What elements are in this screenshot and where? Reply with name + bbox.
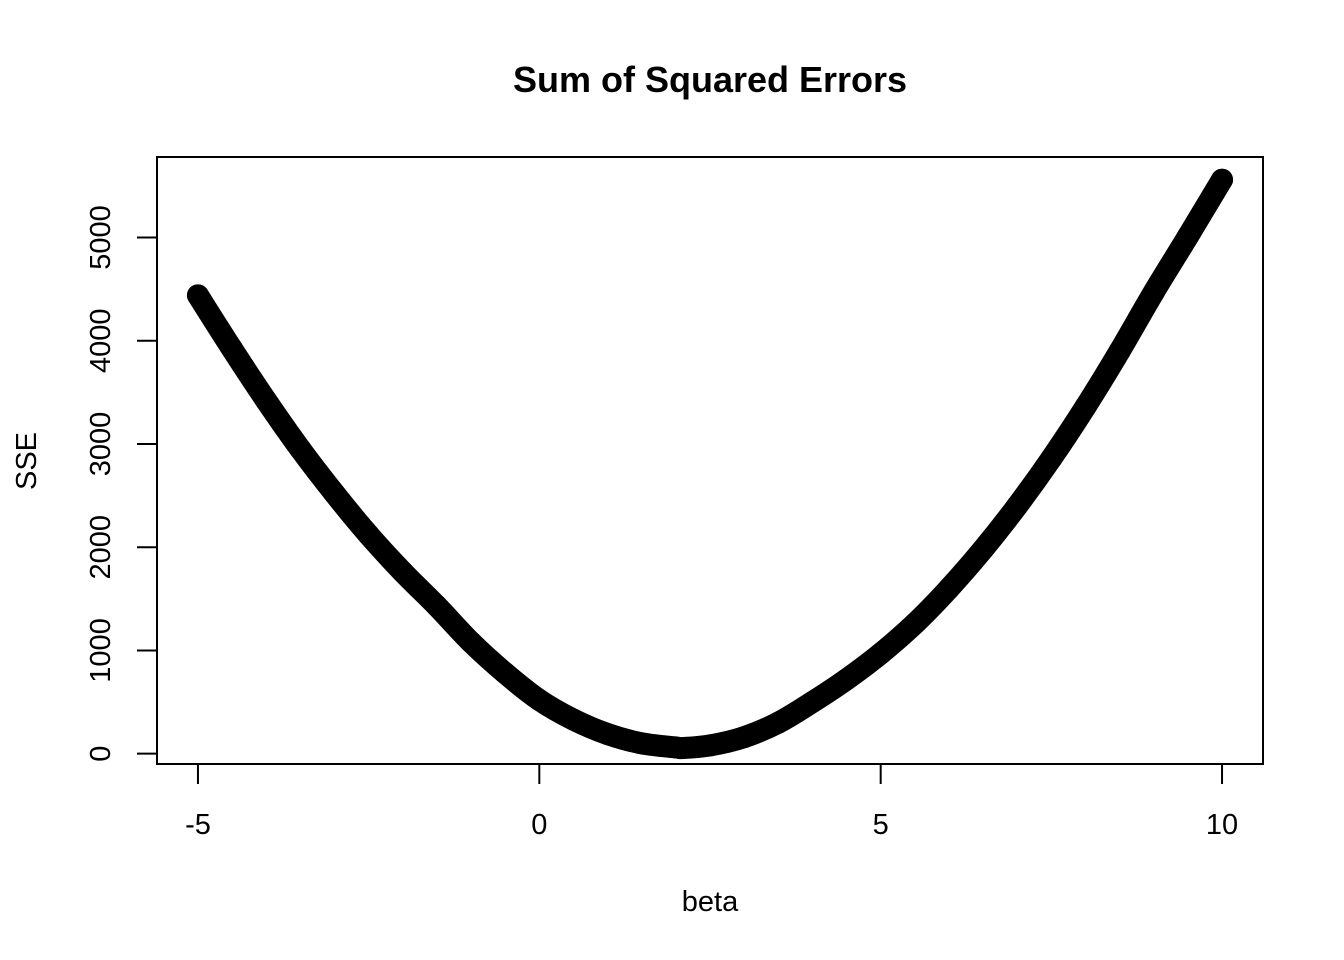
y-axis: 0 1000 2000 3000 4000 5000 [85,205,158,762]
y-tick-label: 5000 [85,205,117,270]
data-point [733,726,756,749]
y-tick-label: 2000 [85,515,117,580]
data-point [528,688,551,711]
data-point [596,723,619,746]
y-tick-label: 4000 [85,308,117,373]
x-tick-label: 0 [531,809,547,841]
data-point [289,438,312,461]
data-point [425,595,448,618]
data-point [186,284,209,307]
y-tick-label: 3000 [85,412,117,477]
x-tick-label: 5 [873,809,889,841]
data-point [391,560,414,583]
data-point [323,482,346,505]
data-point [1108,340,1131,363]
data-point [1074,395,1097,418]
data-point [221,338,244,361]
plot-frame [156,156,1264,765]
data-point [835,668,858,691]
series-layer [186,168,1234,760]
data-point [1006,494,1029,517]
x-axis-label: beta [682,886,739,918]
y-tick-label: 1000 [85,618,117,683]
y-axis-label: SSE [11,432,43,490]
x-axis: -5 0 5 10 [185,763,1238,841]
data-point [903,612,926,635]
data-point [460,631,483,654]
data-point [767,711,790,734]
data-point [357,523,380,546]
data-point [630,732,653,755]
data-point [972,538,995,561]
x-tick-label: -5 [185,809,211,841]
data-point [801,691,824,714]
data-point [1142,281,1165,304]
y-tick-label: 0 [85,746,117,762]
data-point [562,708,585,731]
data-point [937,577,960,600]
data-point [1211,168,1234,191]
x-tick-label: 10 [1206,809,1238,841]
data-point [494,662,517,685]
data-point [869,642,892,665]
data-point [699,734,721,757]
data-point [1040,447,1063,470]
data-point [1176,225,1199,248]
data-point [255,389,278,412]
series-line-0 [186,168,1234,760]
chart-title: Sum of Squared Errors [513,59,907,100]
data-point [671,736,694,759]
